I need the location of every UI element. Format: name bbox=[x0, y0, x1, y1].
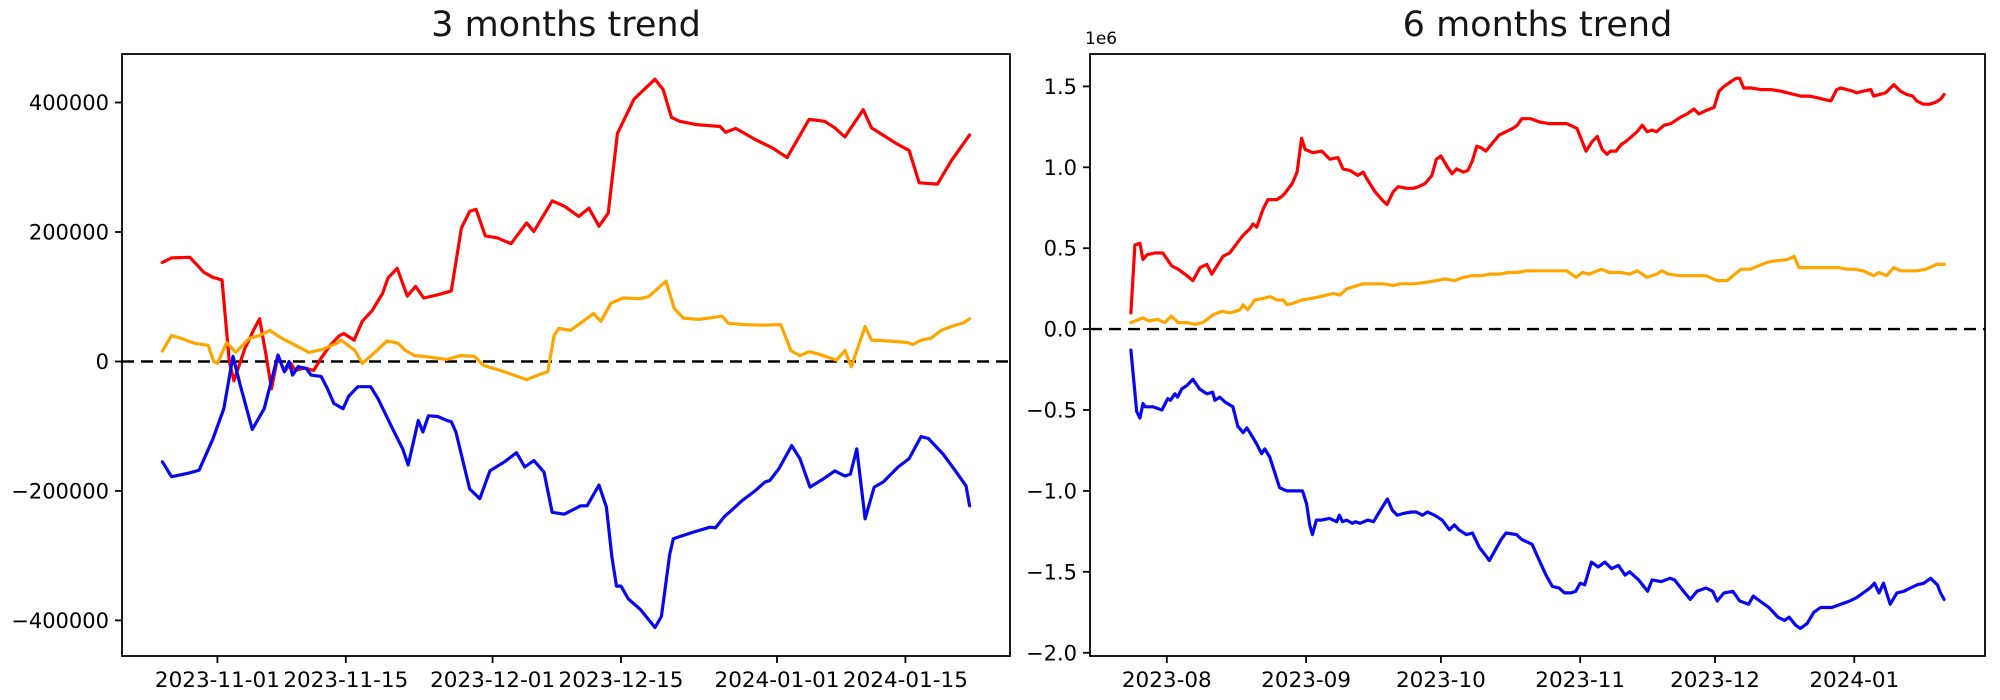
series-blue bbox=[160, 353, 972, 630]
svg-text:2023-11-15: 2023-11-15 bbox=[283, 668, 408, 693]
x-axis-ticks: 2023-11-01 2023-11-15 2023-12-01 2023-12-15… bbox=[155, 656, 968, 693]
svg-text:0: 0 bbox=[96, 350, 109, 374]
svg-text:−2.0: −2.0 bbox=[1026, 641, 1077, 665]
svg-text:2023-09: 2023-09 bbox=[1261, 668, 1351, 693]
svg-text:−200000: −200000 bbox=[11, 479, 109, 503]
series-red bbox=[1129, 76, 1946, 315]
plot-frame bbox=[1089, 53, 1986, 657]
y-axis-offset-label: 1e6 bbox=[1085, 29, 1118, 49]
svg-text:1.5: 1.5 bbox=[1044, 75, 1077, 99]
x-axis-ticks: 2023-08 2023-09 2023-10 2023-11 2023-12 2024-… bbox=[1122, 656, 1899, 693]
svg-text:2023-12: 2023-12 bbox=[1670, 668, 1760, 693]
series-blue bbox=[1129, 348, 1946, 631]
svg-text:0.5: 0.5 bbox=[1044, 237, 1077, 261]
svg-text:2023-10: 2023-10 bbox=[1396, 668, 1486, 693]
svg-text:2023-12-01: 2023-12-01 bbox=[430, 668, 555, 693]
svg-text:1.0: 1.0 bbox=[1044, 156, 1077, 180]
series-red bbox=[160, 77, 972, 391]
series-orange bbox=[160, 279, 972, 382]
svg-text:−1.5: −1.5 bbox=[1026, 560, 1077, 584]
svg-text:2023-12-15: 2023-12-15 bbox=[559, 668, 684, 693]
svg-text:2024-01-01: 2024-01-01 bbox=[715, 668, 840, 693]
svg-text:2023-08: 2023-08 bbox=[1122, 668, 1212, 693]
svg-text:−0.5: −0.5 bbox=[1026, 399, 1077, 423]
y-axis-ticks: 400000 200000 0 −200000 −400000 bbox=[11, 91, 122, 633]
svg-text:200000: 200000 bbox=[29, 221, 109, 245]
svg-text:2024-01: 2024-01 bbox=[1809, 668, 1899, 693]
series-orange bbox=[1129, 254, 1946, 326]
svg-text:−1.0: −1.0 bbox=[1026, 479, 1077, 503]
y-axis-ticks: 1.5 1.0 0.5 0.0 −0.5 −1.0 −1.5 −2.0 bbox=[1026, 75, 1090, 665]
plot-frame bbox=[121, 53, 1011, 657]
svg-text:2024-01-15: 2024-01-15 bbox=[843, 668, 968, 693]
chart-title-6-months: 6 months trend bbox=[1402, 5, 1673, 45]
svg-text:2023-11: 2023-11 bbox=[1535, 668, 1625, 693]
chart-title-3-months: 3 months trend bbox=[431, 5, 701, 45]
svg-text:400000: 400000 bbox=[29, 91, 109, 115]
svg-text:2023-11-01: 2023-11-01 bbox=[155, 668, 280, 693]
svg-text:−400000: −400000 bbox=[11, 609, 109, 633]
svg-text:0.0: 0.0 bbox=[1044, 318, 1077, 342]
